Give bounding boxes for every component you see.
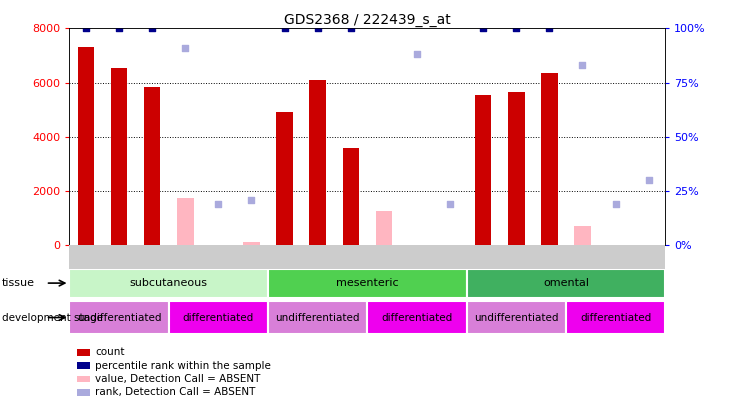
- Bar: [77, 362, 90, 369]
- Bar: [475, 95, 491, 245]
- Bar: [268, 269, 466, 298]
- Point: [577, 62, 588, 68]
- Bar: [466, 269, 665, 298]
- Bar: [169, 301, 268, 334]
- Bar: [309, 80, 326, 245]
- Text: subcutaneous: subcutaneous: [129, 278, 208, 288]
- Text: undifferentiated: undifferentiated: [474, 313, 558, 322]
- Text: tissue: tissue: [2, 278, 35, 288]
- Text: differentiated: differentiated: [183, 313, 254, 322]
- Point: [179, 45, 191, 51]
- Bar: [77, 349, 90, 356]
- Point: [246, 196, 257, 203]
- Text: undifferentiated: undifferentiated: [77, 313, 162, 322]
- Bar: [268, 301, 367, 334]
- Title: GDS2368 / 222439_s_at: GDS2368 / 222439_s_at: [284, 13, 451, 27]
- Text: mesenteric: mesenteric: [336, 278, 398, 288]
- Point: [610, 200, 621, 207]
- Text: omental: omental: [543, 278, 589, 288]
- Bar: [466, 301, 566, 334]
- Text: differentiated: differentiated: [580, 313, 651, 322]
- Bar: [111, 68, 127, 245]
- Bar: [276, 112, 293, 245]
- Point: [477, 25, 489, 32]
- Point: [544, 25, 556, 32]
- Point: [146, 25, 158, 32]
- Bar: [144, 87, 161, 245]
- Bar: [541, 73, 558, 245]
- Point: [345, 25, 357, 32]
- Text: development stage: development stage: [2, 313, 103, 322]
- Bar: [77, 47, 94, 245]
- Bar: [243, 242, 260, 245]
- Bar: [177, 198, 194, 245]
- Bar: [69, 301, 169, 334]
- Point: [444, 200, 456, 207]
- Point: [80, 25, 92, 32]
- Text: rank, Detection Call = ABSENT: rank, Detection Call = ABSENT: [95, 388, 255, 397]
- Point: [113, 25, 125, 32]
- Bar: [69, 269, 268, 298]
- Bar: [343, 147, 359, 245]
- Bar: [77, 389, 90, 396]
- Bar: [376, 211, 392, 245]
- Point: [643, 177, 654, 183]
- Point: [213, 200, 224, 207]
- Text: percentile rank within the sample: percentile rank within the sample: [95, 361, 271, 371]
- Bar: [566, 301, 665, 334]
- Bar: [367, 301, 466, 334]
- Text: count: count: [95, 347, 124, 357]
- Text: undifferentiated: undifferentiated: [276, 313, 360, 322]
- Bar: [508, 92, 525, 245]
- Bar: [77, 376, 90, 382]
- Text: value, Detection Call = ABSENT: value, Detection Call = ABSENT: [95, 374, 260, 384]
- Text: differentiated: differentiated: [382, 313, 452, 322]
- Point: [312, 25, 324, 32]
- Bar: [574, 226, 591, 245]
- Point: [510, 25, 522, 32]
- Point: [279, 25, 290, 32]
- Point: [411, 51, 423, 58]
